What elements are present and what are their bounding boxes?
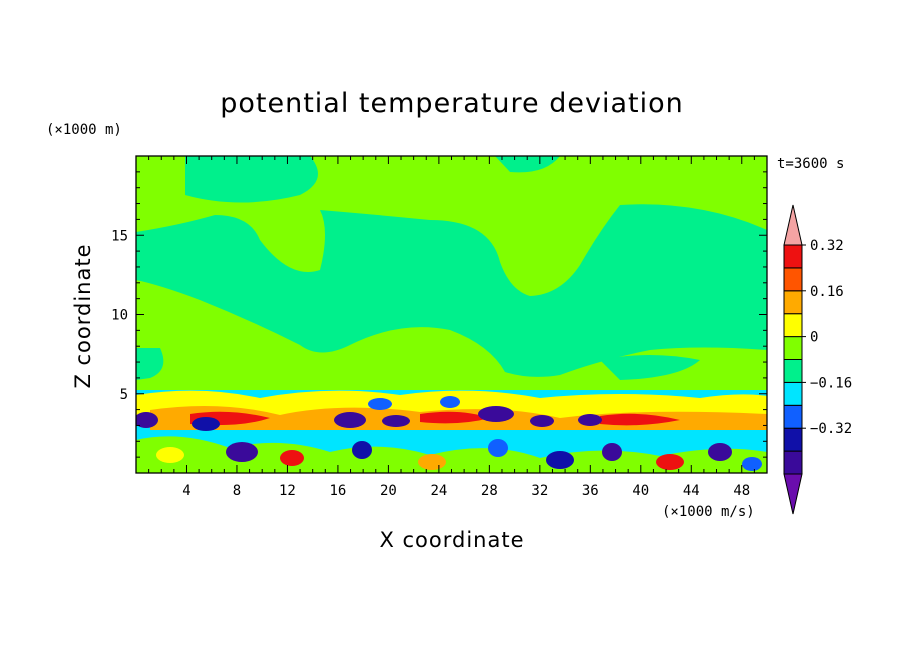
- colorbar-tick-label: −0.32: [810, 421, 852, 437]
- colorbar-box: [783, 381, 803, 406]
- bl-lower-8: [602, 443, 622, 461]
- colorbar-bottom-triangle: [783, 473, 803, 515]
- y-tick-label: 10: [111, 308, 128, 324]
- bl-lower-6: [488, 439, 508, 457]
- plot-field: [136, 156, 767, 473]
- x-tick-label: 4: [182, 483, 190, 499]
- field-region-upper-left: [185, 156, 318, 203]
- bl-blob-9: [368, 398, 392, 410]
- colorbar-box: [783, 404, 803, 429]
- bl-lower-5: [418, 454, 446, 470]
- bl-lower-9: [656, 454, 684, 470]
- x-tick-label: 36: [582, 483, 599, 499]
- colorbar-box: [783, 290, 803, 315]
- x-tick-label: 28: [481, 483, 498, 499]
- colorbar-box: [783, 450, 803, 475]
- bl-blob-7: [578, 414, 602, 426]
- colorbar-box: [783, 359, 803, 383]
- bl-lower-7: [546, 451, 574, 469]
- bl-lower-11: [742, 457, 762, 471]
- colorbar-labels: 0.32 0.16 0 −0.16 −0.32: [802, 238, 852, 437]
- x-tick-label: 16: [329, 483, 346, 499]
- bl-red-2: [420, 411, 490, 424]
- bl-blob-4: [382, 415, 410, 427]
- axis-ticks: [135, 155, 768, 474]
- x-tick-label: 32: [531, 483, 548, 499]
- x-tick-label: 20: [380, 483, 397, 499]
- x-tick-label: 48: [733, 483, 750, 499]
- colorbar-box: [783, 244, 803, 269]
- bl-lower-10: [708, 443, 732, 461]
- bl-blob-3: [334, 412, 366, 428]
- colorbar-top-triangle: [783, 204, 803, 246]
- colorbar-tick-label: 0.32: [810, 238, 844, 254]
- y-axis-label: Z coordinate: [71, 243, 95, 388]
- x-unit-label: (×1000 m/s): [662, 504, 755, 520]
- bl-lower-4: [352, 441, 372, 459]
- colorbar-box: [783, 313, 803, 338]
- x-tick-label: 8: [233, 483, 241, 499]
- x-axis-label: X coordinate: [379, 528, 524, 552]
- bl-lower-3: [280, 450, 304, 466]
- bl-blob-8: [440, 396, 460, 408]
- colorbar-box: [783, 267, 803, 292]
- time-label: t=3600 s: [777, 156, 844, 172]
- colorbar: [783, 204, 803, 515]
- y-tick-label: 15: [111, 228, 128, 244]
- bl-blob-1: [136, 412, 158, 428]
- field-region-big-left: [136, 204, 767, 377]
- bl-blob-2: [192, 417, 220, 431]
- bl-blob-5: [478, 406, 514, 422]
- colorbar-box: [783, 427, 803, 452]
- y-unit-label: (×1000 m): [46, 122, 122, 138]
- field-region-mid-lower: [600, 355, 700, 380]
- x-tick-label: 12: [279, 483, 296, 499]
- x-tick-label: 44: [683, 483, 700, 499]
- bl-blob-6: [530, 415, 554, 427]
- colorbar-tick-label: 0: [810, 330, 818, 346]
- bl-red-3: [600, 413, 680, 426]
- x-tick-label: 40: [632, 483, 649, 499]
- colorbar-tick-label: −0.16: [810, 375, 852, 391]
- colorbar-tick-label: 0.16: [810, 284, 844, 300]
- x-tick-label: 24: [430, 483, 447, 499]
- colorbar-box: [783, 336, 803, 361]
- bl-lower-1: [156, 447, 184, 463]
- y-tick-label: 5: [120, 387, 128, 403]
- field-region-left-lower: [136, 348, 164, 380]
- bl-lower-2: [226, 442, 258, 462]
- field-region-upper-right: [495, 156, 560, 173]
- chart-title: potential temperature deviation: [220, 88, 683, 119]
